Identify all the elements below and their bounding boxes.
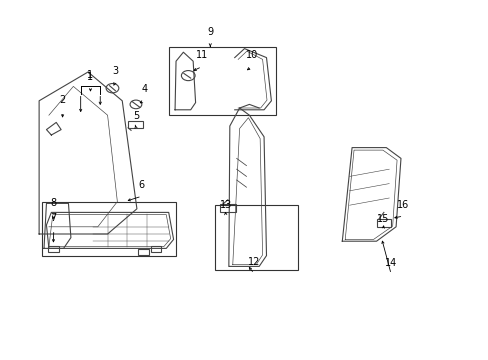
Text: 5: 5 xyxy=(133,111,139,121)
Text: 12: 12 xyxy=(247,257,260,267)
Text: 1: 1 xyxy=(87,70,93,80)
Bar xyxy=(150,246,161,252)
Text: 13: 13 xyxy=(219,199,232,210)
Text: 1: 1 xyxy=(87,72,93,82)
Bar xyxy=(168,47,276,115)
Text: 4: 4 xyxy=(141,84,147,94)
Text: 6: 6 xyxy=(139,180,144,190)
Bar xyxy=(48,246,59,252)
Bar xyxy=(138,249,148,255)
Text: 10: 10 xyxy=(245,50,258,60)
Text: 2: 2 xyxy=(60,95,65,105)
Bar xyxy=(376,219,390,227)
Text: 8: 8 xyxy=(51,198,57,208)
Text: 11: 11 xyxy=(195,50,208,60)
Text: 9: 9 xyxy=(207,27,213,37)
Text: 3: 3 xyxy=(112,66,118,76)
Bar xyxy=(41,202,176,256)
Text: 15: 15 xyxy=(376,214,388,224)
Bar xyxy=(128,121,142,128)
Text: 14: 14 xyxy=(384,258,397,268)
Bar xyxy=(220,204,235,212)
Bar xyxy=(215,205,298,270)
Text: 7: 7 xyxy=(51,213,57,223)
Text: 16: 16 xyxy=(396,199,409,210)
